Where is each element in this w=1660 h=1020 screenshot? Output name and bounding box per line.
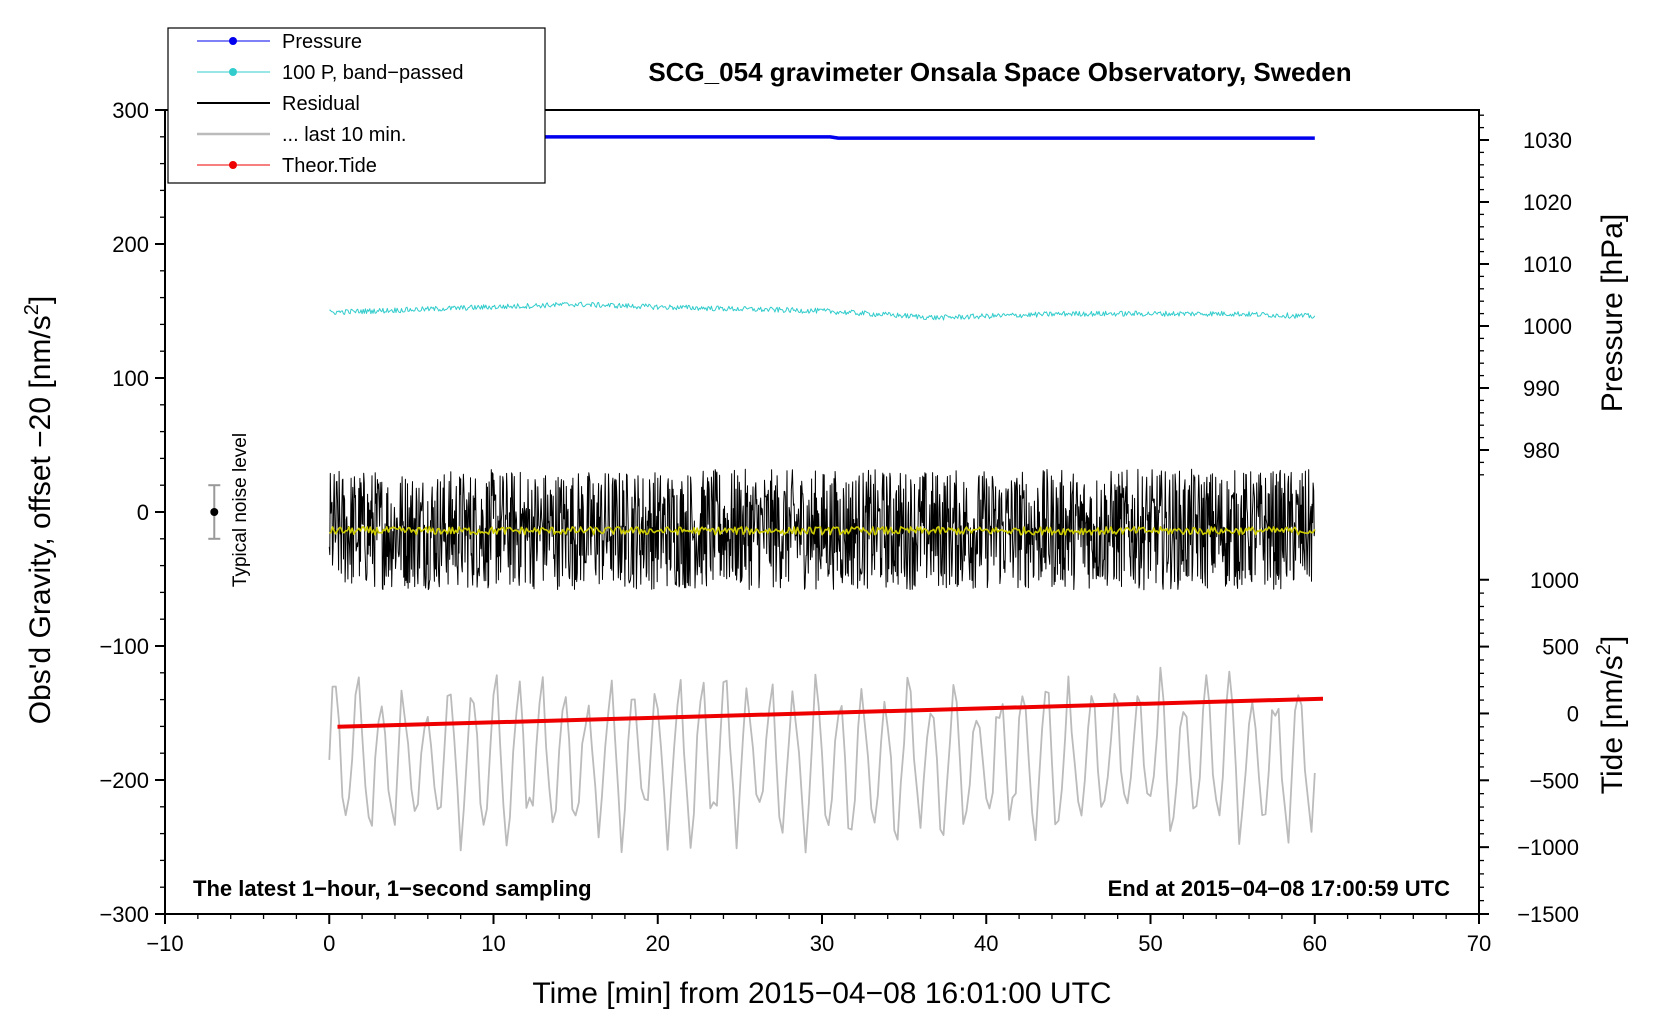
legend-label: 100 P, band−passed <box>282 62 463 84</box>
y-pressure-tick-label: 1020 <box>1523 190 1572 215</box>
legend-marker <box>229 161 237 169</box>
legend-marker <box>229 37 237 45</box>
legend-label: Theor.Tide <box>282 155 377 177</box>
y-left-tick-label: 0 <box>137 500 149 525</box>
annotation-bottom-left: The latest 1−hour, 1−second sampling <box>193 876 592 901</box>
y-tide-tick-label: 500 <box>1542 635 1579 660</box>
x-tick-label: 10 <box>481 931 505 956</box>
y-axis-tide-title: Tide [nm/s2] <box>1593 636 1629 794</box>
x-tick-label: 40 <box>974 931 998 956</box>
x-tick-label: 60 <box>1303 931 1327 956</box>
legend-label: Residual <box>282 93 360 115</box>
y-pressure-tick-label: 1010 <box>1523 252 1572 277</box>
y-left-tick-label: −200 <box>99 768 149 793</box>
axes-group: −10 0 10 20 30 40 50 60 70−300−200−1000100200300… <box>99 98 1579 956</box>
x-tick-label: 50 <box>1138 931 1162 956</box>
annotation-bottom-right: End at 2015−04−08 17:00:59 UTC <box>1108 876 1451 901</box>
series-residual <box>328 468 1316 591</box>
y-pressure-tick-label: 1000 <box>1523 314 1572 339</box>
y-left-tick-label: 300 <box>112 98 149 123</box>
x-tick-label: 30 <box>810 931 834 956</box>
y-left-tick-label: −300 <box>99 902 149 927</box>
noise-bar-center-dot <box>210 508 219 516</box>
series-group <box>328 135 1324 854</box>
noise-level-group <box>208 484 221 540</box>
y-left-tick-label: −100 <box>99 634 149 659</box>
y-axis-tide-title-end: ] <box>1596 636 1629 644</box>
legend: Pressure 100 P, band−passed Residual ... la… <box>167 27 546 184</box>
legend-marker <box>229 68 237 76</box>
y-pressure-tick-label: 990 <box>1523 376 1560 401</box>
series-pressure <box>329 135 1315 140</box>
y-axis-pressure-title: Pressure [hPa] <box>1596 214 1629 412</box>
y-pressure-tick-label: 1030 <box>1523 128 1572 153</box>
y-axis-left-title: Obs'd Gravity, offset −20 [nm/s2] <box>21 296 57 724</box>
y-tide-tick-label: −500 <box>1529 768 1579 793</box>
y-left-tick-label: 100 <box>112 366 149 391</box>
noise-level-label: Typical noise level <box>230 433 251 587</box>
x-tick-label: −10 <box>146 931 183 956</box>
y-axis-left-title-sup: 2 <box>21 304 43 315</box>
legend-label: ... last 10 min. <box>282 124 407 146</box>
y-axis-left-title-main: Obs'd Gravity, offset −20 [nm/s <box>24 315 57 724</box>
y-tide-tick-label: 1000 <box>1530 568 1579 593</box>
y-tide-tick-label: −1000 <box>1517 835 1579 860</box>
x-tick-label: 0 <box>323 931 335 956</box>
x-axis-title: Time [min] from 2015−04−08 16:01:00 UTC <box>532 977 1111 1010</box>
legend-label: Pressure <box>282 31 362 53</box>
y-axis-tide-title-sup: 2 <box>1593 644 1615 655</box>
y-tide-tick-label: 0 <box>1567 701 1579 726</box>
series-theor-tide <box>337 696 1324 729</box>
y-tide-tick-label: −1500 <box>1517 902 1579 927</box>
series-100-p-band-passed <box>329 301 1316 321</box>
y-axis-tide-title-main: Tide [nm/s <box>1596 655 1629 794</box>
y-pressure-tick-label: 980 <box>1523 438 1560 463</box>
x-tick-label: 20 <box>646 931 670 956</box>
chart-title: SCG_054 gravimeter Onsala Space Observat… <box>648 57 1351 87</box>
y-left-tick-label: 200 <box>112 232 149 257</box>
series-residual-smoothed <box>329 525 1316 536</box>
legend-box <box>167 27 546 184</box>
series--last-10-min- <box>328 666 1316 854</box>
x-tick-label: 70 <box>1467 931 1491 956</box>
y-axis-left-title-end: ] <box>24 296 57 304</box>
